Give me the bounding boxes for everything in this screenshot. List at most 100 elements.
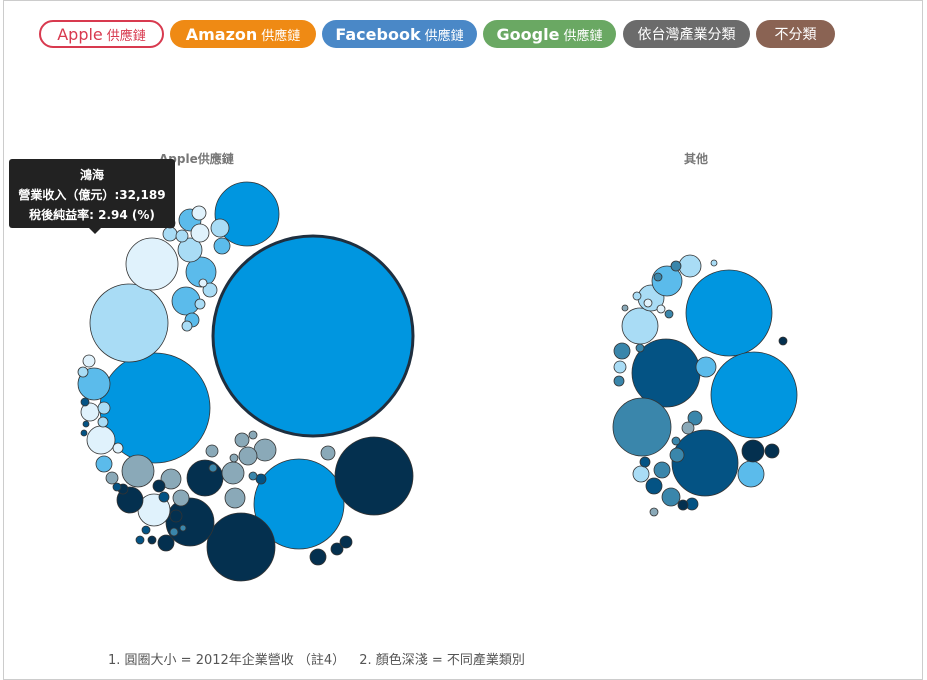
- bubble[interactable]: [339, 535, 353, 549]
- bubble[interactable]: [160, 468, 182, 490]
- bubble[interactable]: [621, 304, 629, 312]
- filter-google-button[interactable]: Google 供應鏈: [483, 20, 616, 48]
- bubble[interactable]: [632, 291, 642, 301]
- bubble[interactable]: [177, 237, 203, 263]
- bubble[interactable]: [330, 542, 344, 556]
- bubble[interactable]: [671, 429, 739, 497]
- bubble[interactable]: [656, 304, 666, 314]
- bubble[interactable]: [141, 525, 151, 535]
- bubble[interactable]: [95, 455, 113, 473]
- bubble[interactable]: [80, 429, 88, 437]
- bubble[interactable]: [255, 473, 267, 485]
- bubble[interactable]: [186, 459, 224, 497]
- bubble[interactable]: [157, 534, 175, 552]
- filter-amazon-button[interactable]: Amazon 供應鏈: [170, 20, 316, 48]
- bubble[interactable]: [248, 471, 258, 481]
- bubble[interactable]: [253, 438, 277, 462]
- bubble[interactable]: [653, 461, 671, 479]
- bubble[interactable]: [205, 444, 219, 458]
- bubble[interactable]: [671, 436, 681, 446]
- bubble[interactable]: [678, 254, 702, 278]
- bubble[interactable]: [253, 458, 345, 550]
- bubble[interactable]: [112, 442, 124, 454]
- bubble[interactable]: [158, 491, 170, 503]
- bubble[interactable]: [121, 454, 155, 488]
- bubble[interactable]: [181, 320, 193, 332]
- bubble[interactable]: [80, 397, 90, 407]
- bubble[interactable]: [649, 507, 659, 517]
- bubble[interactable]: [621, 307, 659, 345]
- bubble-highlighted[interactable]: [211, 234, 415, 438]
- bubble[interactable]: [198, 278, 208, 288]
- bubble[interactable]: [152, 479, 166, 493]
- bubble[interactable]: [112, 482, 122, 492]
- bubble[interactable]: [635, 343, 645, 353]
- bubble[interactable]: [221, 461, 245, 485]
- bubble[interactable]: [82, 354, 96, 368]
- bubble[interactable]: [737, 460, 765, 488]
- bubble[interactable]: [210, 218, 230, 238]
- bubble[interactable]: [97, 401, 111, 415]
- bubble[interactable]: [125, 237, 179, 291]
- bubble[interactable]: [169, 509, 183, 523]
- bubble[interactable]: [681, 421, 695, 435]
- bubble[interactable]: [80, 402, 100, 422]
- bubble[interactable]: [82, 420, 90, 428]
- bubble[interactable]: [238, 446, 258, 466]
- filter-facebook-button[interactable]: Facebook 供應鏈: [322, 20, 477, 48]
- bubble[interactable]: [653, 272, 663, 282]
- bubble[interactable]: [191, 205, 207, 221]
- bubble[interactable]: [214, 181, 280, 247]
- bubble[interactable]: [670, 260, 682, 272]
- bubble[interactable]: [639, 456, 651, 468]
- bubble[interactable]: [135, 535, 145, 545]
- bubble[interactable]: [97, 416, 109, 428]
- filter-no-category-button[interactable]: 不分類: [756, 20, 835, 48]
- bubble[interactable]: [632, 465, 650, 483]
- bubble[interactable]: [86, 425, 116, 455]
- bubble[interactable]: [613, 375, 625, 387]
- bubble[interactable]: [224, 487, 246, 509]
- bubble[interactable]: [612, 397, 672, 457]
- bubble[interactable]: [664, 309, 674, 319]
- bubble[interactable]: [202, 282, 218, 298]
- bubble[interactable]: [172, 489, 190, 507]
- bubble[interactable]: [695, 356, 717, 378]
- bubble[interactable]: [213, 237, 231, 255]
- bubble[interactable]: [613, 360, 627, 374]
- bubble[interactable]: [677, 499, 689, 511]
- bubble[interactable]: [77, 366, 89, 378]
- bubble[interactable]: [190, 223, 210, 243]
- bubble[interactable]: [208, 463, 218, 473]
- bubble[interactable]: [175, 229, 189, 243]
- bubble[interactable]: [613, 342, 631, 360]
- bubble[interactable]: [778, 336, 788, 346]
- bubble[interactable]: [741, 439, 765, 463]
- bubble[interactable]: [710, 351, 798, 439]
- bubble[interactable]: [309, 548, 327, 566]
- bubble[interactable]: [89, 283, 169, 363]
- filter-apple-button[interactable]: Apple 供應鏈: [39, 20, 164, 48]
- bubble[interactable]: [669, 447, 685, 463]
- bubble[interactable]: [234, 432, 250, 448]
- bubble[interactable]: [229, 453, 239, 463]
- bubble[interactable]: [685, 269, 773, 357]
- bubble[interactable]: [643, 298, 653, 308]
- bubble[interactable]: [710, 259, 718, 267]
- bubble[interactable]: [764, 443, 780, 459]
- bubble[interactable]: [661, 487, 681, 507]
- bubble[interactable]: [645, 477, 663, 495]
- bubble[interactable]: [206, 512, 276, 582]
- bubble[interactable]: [105, 471, 119, 485]
- bubble[interactable]: [162, 226, 178, 242]
- bubble[interactable]: [687, 410, 703, 426]
- bubble[interactable]: [320, 445, 336, 461]
- bubble[interactable]: [179, 524, 187, 532]
- bubble[interactable]: [194, 298, 206, 310]
- bubble[interactable]: [248, 430, 258, 440]
- bubble[interactable]: [334, 436, 414, 516]
- bubble[interactable]: [169, 527, 179, 537]
- bubble[interactable]: [147, 535, 157, 545]
- bubble[interactable]: [185, 256, 217, 288]
- filter-taiwan-industry-button[interactable]: 依台灣產業分類: [623, 20, 750, 48]
